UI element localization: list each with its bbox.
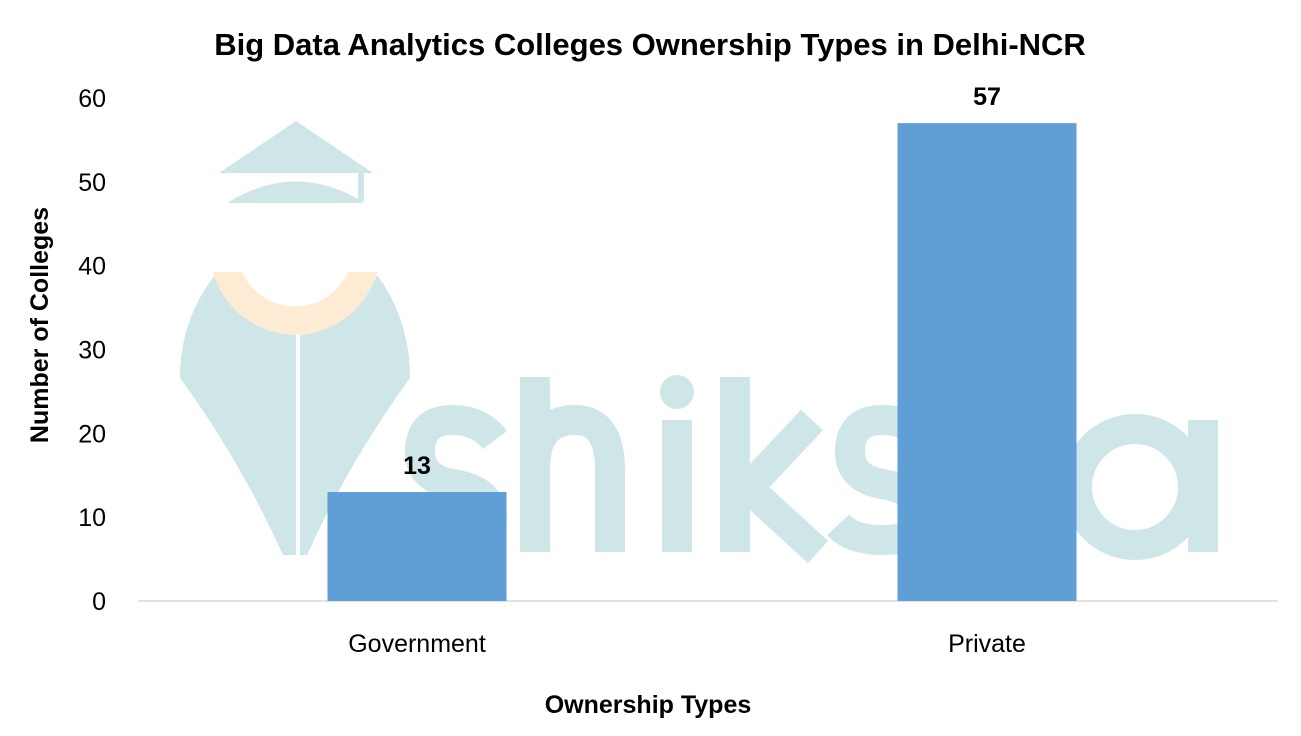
y-axis-label: Number of Colleges [26,207,54,443]
y-tick-label: 50 [78,169,106,197]
y-tick-label: 60 [78,85,106,113]
data-label: 13 [403,452,431,480]
y-tick-label: 40 [78,253,106,281]
bar-private [897,123,1077,602]
y-tick-label: 10 [78,504,106,532]
y-tick-label: 30 [78,337,106,365]
x-tick-label: Government [348,630,486,658]
x-tick-label: Private [948,630,1026,658]
watermark-lettering [397,375,1218,564]
data-label: 57 [973,83,1001,111]
x-axis-label: Ownership Types [545,691,752,719]
chart-title: Big Data Analytics Colleges Ownership Ty… [214,27,1086,62]
bar-government [327,492,507,601]
y-tick-label: 0 [92,588,106,616]
watermark-logo [180,121,1218,564]
y-tick-label: 20 [78,420,106,448]
